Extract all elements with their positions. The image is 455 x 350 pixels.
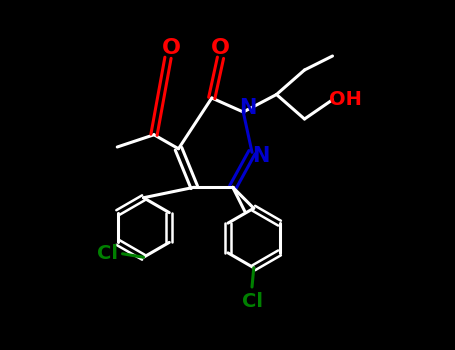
Text: O: O [162,38,181,58]
Text: N: N [252,146,269,166]
Text: Cl: Cl [242,292,263,311]
Text: N: N [239,98,256,119]
Text: Cl: Cl [97,244,118,263]
Text: OH: OH [329,90,362,109]
Text: O: O [211,38,230,58]
